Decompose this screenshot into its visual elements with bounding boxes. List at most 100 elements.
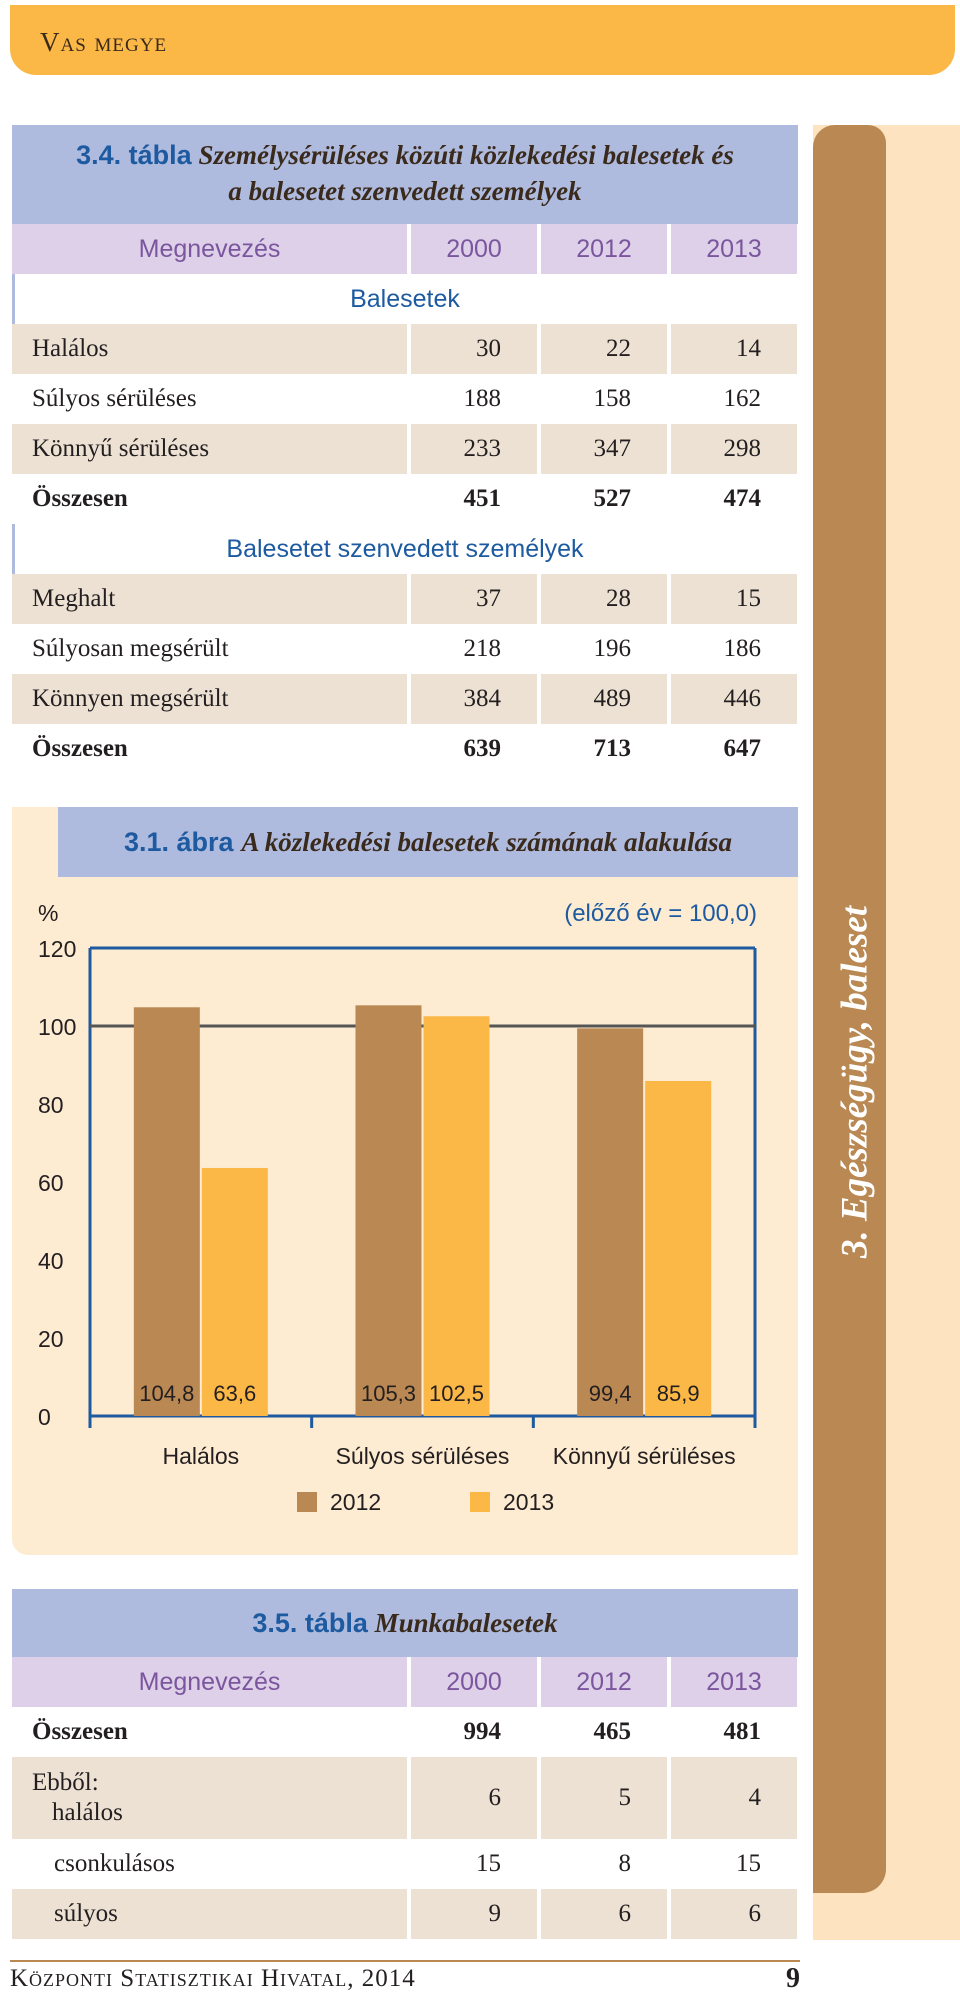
table-row: Meghalt 37 28 15 <box>12 574 798 624</box>
y-tick-label: 100 <box>38 1014 76 1040</box>
cell-value: 22 <box>541 324 667 374</box>
legend-label: 2013 <box>503 1489 554 1515</box>
cell-value: 15 <box>411 1839 537 1889</box>
cell-value: 347 <box>541 424 667 474</box>
cell-value: 15 <box>671 1839 797 1889</box>
table-3-5: 3.5. tábla Munkabalesetek Megnevezés 200… <box>12 1589 798 1939</box>
cell-value: 527 <box>541 474 667 524</box>
section-heading: Balesetek <box>350 284 460 313</box>
chart-annotation: (előző év = 100,0) <box>564 900 757 927</box>
bar-2013 <box>201 1167 268 1416</box>
y-tick-label: 0 <box>38 1404 51 1430</box>
table-row: Súlyos sérüléses 188 158 162 <box>12 374 798 424</box>
cell-value: 994 <box>411 1707 537 1757</box>
table-total-row: Összesen 639 713 647 <box>12 724 798 774</box>
section-heading: Balesetet szenvedett személyek <box>226 534 584 563</box>
cell-value: 6 <box>671 1889 797 1939</box>
cell-value: 481 <box>671 1707 797 1757</box>
y-axis-label: % <box>38 900 58 926</box>
chart-number: 3.1. ábra <box>123 826 234 857</box>
bar-2012 <box>355 1005 422 1416</box>
y-tick-label: 120 <box>38 936 76 962</box>
row-label: Ebből: halálos <box>12 1757 407 1839</box>
side-tab <box>813 125 886 1893</box>
legend-swatch-2013 <box>470 1492 490 1512</box>
cell-value: 158 <box>541 374 667 424</box>
data-label: 63,6 <box>213 1381 256 1406</box>
bar-2013 <box>645 1080 712 1416</box>
cell-value: 37 <box>411 574 537 624</box>
cell-value: 647 <box>671 724 797 774</box>
row-label-line1: Ebből: <box>32 1769 99 1796</box>
cell-value: 6 <box>411 1757 537 1839</box>
cell-value: 196 <box>541 624 667 674</box>
table-row: Ebből: halálos 6 5 4 <box>12 1757 798 1839</box>
data-label: 99,4 <box>589 1381 632 1406</box>
cell-value: 186 <box>671 624 797 674</box>
row-label: súlyos <box>12 1889 407 1939</box>
y-tick-label: 40 <box>38 1248 64 1274</box>
table-title-line1: Személysérüléses közúti közlekedési bale… <box>198 140 734 170</box>
cell-value: 5 <box>541 1757 667 1839</box>
cell-value: 14 <box>671 324 797 374</box>
chapter-header: Vas megye <box>10 5 955 75</box>
data-label: 102,5 <box>429 1381 484 1406</box>
table-header-row: Megnevezés 2000 2012 2013 <box>12 224 798 274</box>
row-label: Súlyosan megsérült <box>12 624 407 674</box>
table-title: Munkabalesetek <box>374 1607 558 1638</box>
table-row: Súlyosan megsérült 218 196 186 <box>12 624 798 674</box>
column-header-2013: 2013 <box>671 224 797 274</box>
table-caption: 3.4. tábla Személysérüléses közúti közle… <box>12 125 798 224</box>
table-row: Halálos 30 22 14 <box>12 324 798 374</box>
x-category-label: Halálos <box>162 1443 239 1469</box>
y-tick-label: 20 <box>38 1326 64 1352</box>
cell-value: 451 <box>411 474 537 524</box>
footer-rule <box>10 1960 800 1962</box>
table-number: 3.5. tábla <box>252 1607 368 1638</box>
data-label: 85,9 <box>657 1381 700 1406</box>
bar-chart: 0 20 40 60 80 100 120% (előző év = 100,0) 104,8 6… <box>38 900 757 1515</box>
table-3-4: 3.4. tábla Személysérüléses közúti közle… <box>12 125 798 774</box>
row-label: Könnyű sérüléses <box>12 424 407 474</box>
column-header-name: Megnevezés <box>12 1657 407 1707</box>
y-tick-label: 80 <box>38 1092 64 1118</box>
table-title-line2: a balesetet szenvedett személyek <box>228 176 582 206</box>
chart-caption: 3.1. ábra A közlekedési balesetek számán… <box>58 807 798 877</box>
row-label: Összesen <box>12 474 407 524</box>
table-number: 3.4. tábla <box>76 140 192 170</box>
cell-value: 384 <box>411 674 537 724</box>
cell-value: 9 <box>411 1889 537 1939</box>
row-label: Meghalt <box>12 574 407 624</box>
page-footer: Központi Statisztikai Hivatal, 2014 9 <box>10 1960 800 1996</box>
bar-2012 <box>133 1007 200 1416</box>
side-tab-label: 3. Egészségügy, baleset <box>834 905 876 1259</box>
row-label: Könnyen megsérült <box>12 674 407 724</box>
data-label: 105,3 <box>361 1381 416 1406</box>
cell-value: 30 <box>411 324 537 374</box>
cell-value: 639 <box>411 724 537 774</box>
column-header-2000: 2000 <box>411 1657 537 1707</box>
y-tick-label: 60 <box>38 1170 64 1196</box>
table-header-row: Megnevezés 2000 2012 2013 <box>12 1657 798 1707</box>
table-row: csonkulásos 15 8 15 <box>12 1839 798 1889</box>
table-row: súlyos 9 6 6 <box>12 1889 798 1939</box>
table-total-row: Összesen 994 465 481 <box>12 1707 798 1757</box>
column-header-2013: 2013 <box>671 1657 797 1707</box>
row-label: Halálos <box>12 324 407 374</box>
row-label: Összesen <box>12 1707 407 1757</box>
row-label: Összesen <box>12 724 407 774</box>
cell-value: 474 <box>671 474 797 524</box>
cell-value: 713 <box>541 724 667 774</box>
data-label: 104,8 <box>139 1381 194 1406</box>
chapter-title: Vas megye <box>40 27 168 57</box>
row-label: csonkulásos <box>12 1839 407 1889</box>
column-header-2012: 2012 <box>541 1657 667 1707</box>
cell-value: 218 <box>411 624 537 674</box>
row-label-line2: halálos <box>52 1799 123 1826</box>
page-number: 9 <box>786 1963 800 1994</box>
legend-swatch-2012 <box>297 1492 317 1512</box>
cell-value: 4 <box>671 1757 797 1839</box>
column-header-name: Megnevezés <box>12 224 407 274</box>
table-total-row: Összesen 451 527 474 <box>12 474 798 524</box>
bar-2013 <box>423 1016 490 1416</box>
